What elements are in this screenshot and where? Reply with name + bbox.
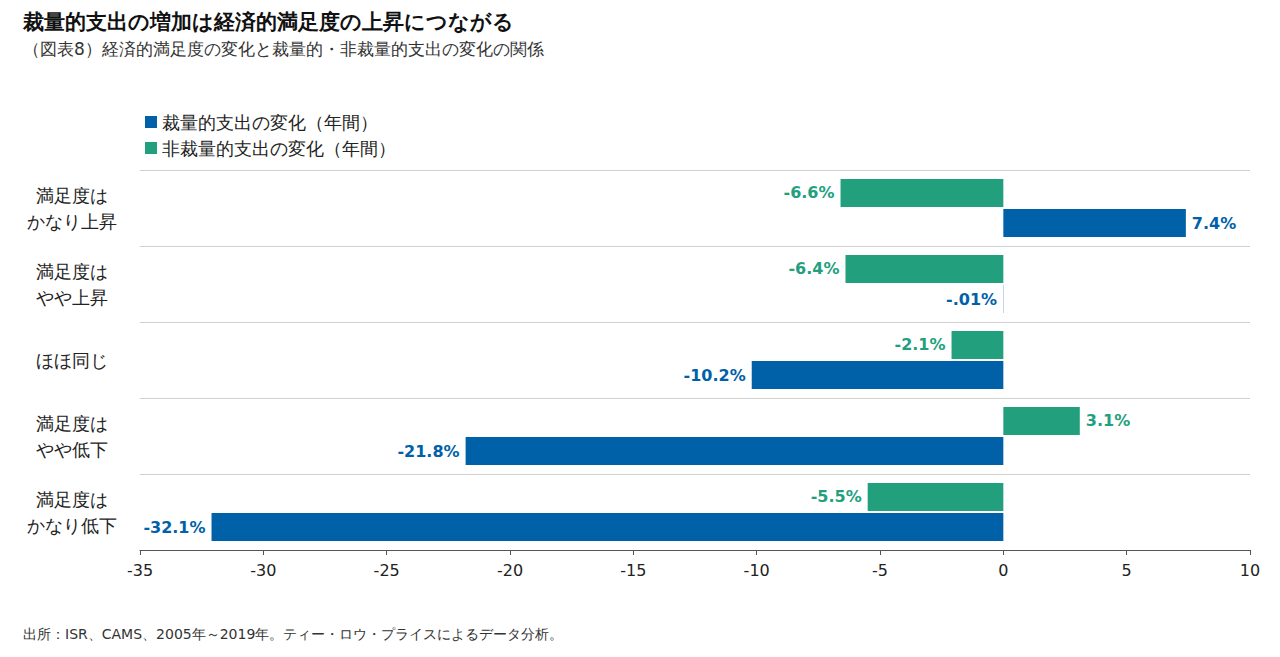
svg-text:非裁量的支出の変化（年間）: 非裁量的支出の変化（年間） (162, 138, 396, 159)
svg-text:-2.1%: -2.1% (895, 335, 946, 354)
svg-text:-5: -5 (872, 561, 888, 580)
svg-text:-10: -10 (744, 561, 770, 580)
svg-text:-6.4%: -6.4% (788, 259, 839, 278)
svg-text:満足度は: 満足度は (36, 489, 108, 510)
svg-text:-10.2%: -10.2% (684, 366, 746, 385)
svg-text:-25: -25 (374, 561, 400, 580)
svg-text:満足度は: 満足度は (36, 413, 108, 434)
svg-text:（図表8）経済的満足度の変化と裁量的・非裁量的支出の変化の関: （図表8）経済的満足度の変化と裁量的・非裁量的支出の変化の関係 (23, 39, 544, 59)
svg-text:ほほ同じ: ほほ同じ (36, 350, 108, 371)
svg-text:-6.6%: -6.6% (784, 183, 835, 202)
svg-text:かなり低下: かなり低下 (27, 515, 117, 536)
svg-text:-30: -30 (250, 561, 276, 580)
svg-text:やや低下: やや低下 (36, 439, 108, 460)
svg-text:3.1%: 3.1% (1086, 411, 1130, 430)
svg-text:-.01%: -.01% (946, 290, 997, 309)
svg-text:-5.5%: -5.5% (811, 487, 862, 506)
svg-text:満足度は: 満足度は (36, 261, 108, 282)
svg-text:7.4%: 7.4% (1192, 214, 1236, 233)
svg-text:-35: -35 (127, 561, 153, 580)
svg-text:0: 0 (998, 561, 1008, 580)
svg-text:-20: -20 (497, 561, 523, 580)
svg-text:5: 5 (1122, 561, 1132, 580)
svg-text:-32.1%: -32.1% (143, 518, 205, 537)
svg-text:満足度は: 満足度は (36, 185, 108, 206)
svg-text:やや上昇: やや上昇 (36, 287, 108, 308)
svg-text:10: 10 (1240, 561, 1260, 580)
svg-text:かなり上昇: かなり上昇 (27, 211, 117, 232)
svg-text:-15: -15 (620, 561, 646, 580)
svg-text:-21.8%: -21.8% (397, 442, 459, 461)
svg-text:出所：ISR、CAMS、2005年～2019年。ティー・ロウ: 出所：ISR、CAMS、2005年～2019年。ティー・ロウ・プライスによるデー… (23, 626, 563, 642)
svg-text:裁量的支出の増加は経済的満足度の上昇につながる: 裁量的支出の増加は経済的満足度の上昇につながる (22, 10, 514, 34)
svg-text:裁量的支出の変化（年間）: 裁量的支出の変化（年間） (162, 112, 378, 133)
